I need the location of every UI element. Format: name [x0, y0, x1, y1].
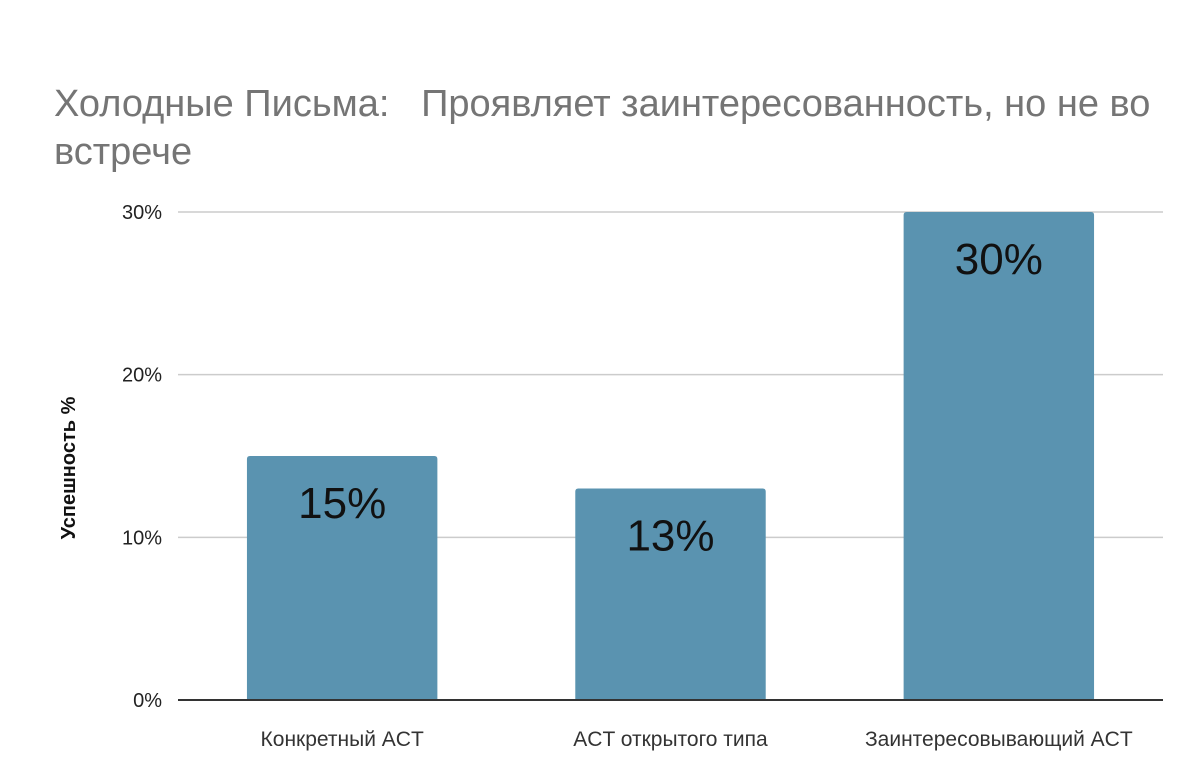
data-label: 13%	[626, 512, 714, 561]
chart-title: Холодные Письма: Проявляет заинтересован…	[54, 83, 1161, 173]
y-axis-title: Успешность %	[58, 396, 80, 539]
y-tick-label: 10%	[122, 527, 162, 549]
data-label: 15%	[298, 479, 386, 528]
bar	[246, 456, 438, 700]
x-tick-label: ACT открытого типа	[573, 728, 768, 751]
x-tick-label: Заинтересовывающий ACT	[865, 728, 1133, 751]
labels: 0% 10% 20% 30% 15% Конкретный ACT 13% ACT откры…	[122, 202, 1133, 751]
y-tick-label: 20%	[122, 365, 162, 387]
bars	[246, 212, 1095, 700]
bar	[575, 488, 766, 700]
bar	[903, 212, 1095, 700]
y-tick-label: 30%	[122, 202, 162, 224]
x-tick-label: Конкретный ACT	[261, 728, 424, 751]
y-tick-label: 0%	[133, 690, 162, 712]
data-label: 30%	[955, 235, 1043, 284]
